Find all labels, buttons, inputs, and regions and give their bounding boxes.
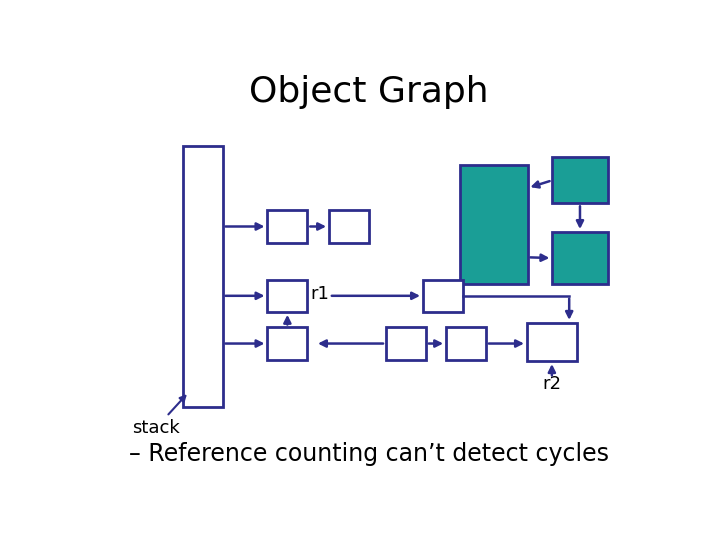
- Bar: [386, 327, 426, 360]
- Text: r1: r1: [310, 285, 329, 303]
- Text: r2: r2: [542, 375, 562, 393]
- Bar: [267, 327, 307, 360]
- Text: Object Graph: Object Graph: [249, 75, 489, 109]
- Bar: [267, 211, 307, 242]
- Bar: [423, 280, 463, 312]
- Text: – Reference counting can’t detect cycles: – Reference counting can’t detect cycles: [129, 442, 609, 465]
- Bar: [552, 157, 608, 204]
- Bar: [460, 165, 528, 284]
- Bar: [183, 146, 222, 408]
- Bar: [527, 323, 577, 361]
- Bar: [329, 211, 369, 242]
- Bar: [446, 327, 486, 360]
- Text: stack: stack: [132, 396, 185, 437]
- Bar: [552, 232, 608, 284]
- Bar: [267, 280, 307, 312]
